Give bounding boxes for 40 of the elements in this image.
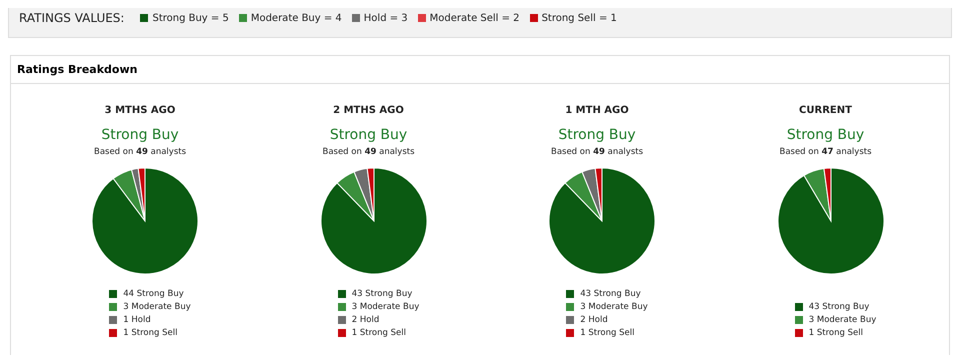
legend-label: 3 Moderate Buy xyxy=(123,302,191,312)
text: Strong Buy = 5 xyxy=(152,12,229,24)
legend-label: 1 Strong Sell xyxy=(808,328,863,338)
legend-title: Ratings Breakdown xyxy=(11,56,949,84)
legend-label: 1 Strong Sell xyxy=(123,328,178,338)
pie-slice xyxy=(548,168,656,274)
chart-title: 3 MTHS AGO xyxy=(104,105,176,118)
legend-label: 1 Strong Sell xyxy=(352,328,406,338)
text: Based on 49 analysts xyxy=(94,147,186,157)
pie-slice xyxy=(336,171,374,222)
legend-label: 1 Hold xyxy=(123,314,151,324)
legend-label: 43 Strong Buy xyxy=(352,288,412,298)
chart-subtitle: Strong Buy xyxy=(328,127,408,143)
pie-slice xyxy=(777,168,884,274)
pie-slice xyxy=(320,168,427,274)
text: Based on 49 analysts xyxy=(550,147,644,157)
legend-label: 2 Hold xyxy=(352,314,380,324)
chart-subtitle: Strong Buy xyxy=(100,127,180,143)
pie-slice xyxy=(564,171,602,222)
text: Moderate Sell = 2 xyxy=(430,12,520,24)
legend-label: 2 Hold xyxy=(580,314,608,324)
legend-label: 3 Moderate Buy xyxy=(808,314,876,324)
legend-label: 3 Moderate Buy xyxy=(580,302,648,312)
text: Strong Sell = 1 xyxy=(542,12,617,24)
text: Hold = 3 xyxy=(364,12,408,24)
text: RATINGS VALUES: xyxy=(19,11,124,25)
chart-subtitle: Strong Buy xyxy=(557,127,637,143)
chart-title: CURRENT xyxy=(798,105,853,118)
text: Based on 47 analysts xyxy=(779,147,872,157)
pie-slice xyxy=(92,168,198,274)
legend-label: 1 Strong Sell xyxy=(580,328,634,338)
text: Based on 49 analysts xyxy=(322,147,415,157)
text: Moderate Buy = 4 xyxy=(250,12,342,24)
legend-label: 3 Moderate Buy xyxy=(352,302,420,312)
chart-title: 2 MTHS AGO xyxy=(332,105,405,118)
legend-label: 43 Strong Buy xyxy=(580,288,641,298)
legend-label: 44 Strong Buy xyxy=(123,288,184,298)
legend-label: 43 Strong Buy xyxy=(808,302,870,312)
chart-title: 1 MTH AGO xyxy=(564,105,630,118)
chart-subtitle: Strong Buy xyxy=(786,127,866,143)
